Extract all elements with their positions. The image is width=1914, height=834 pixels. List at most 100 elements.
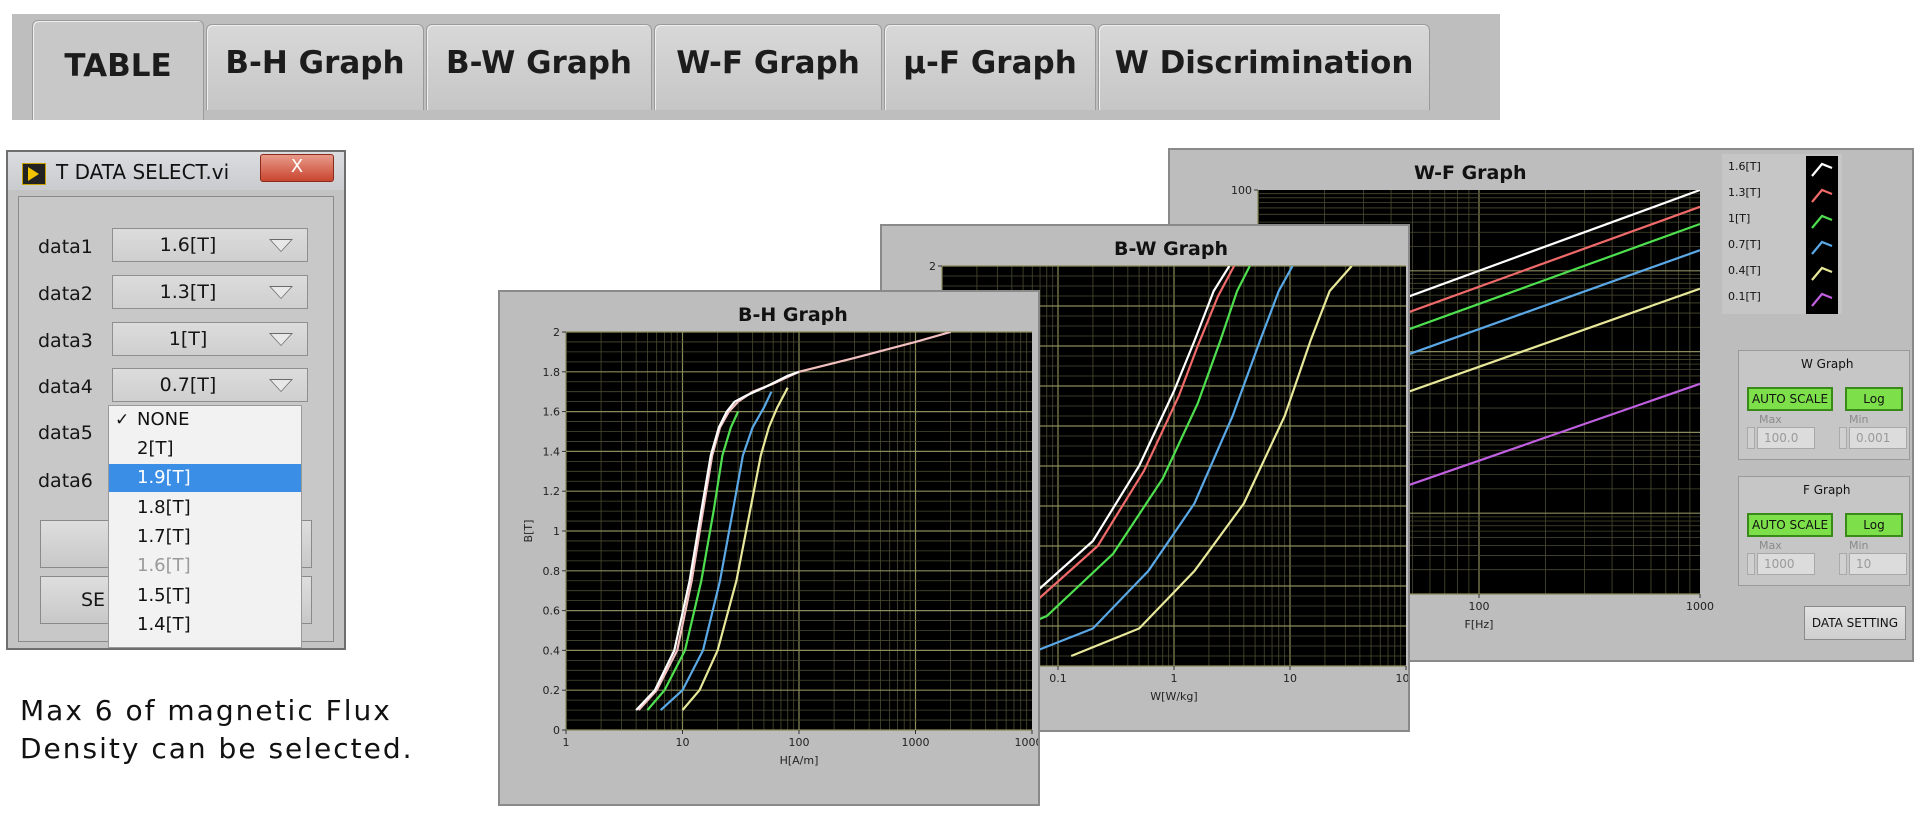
dropdown-option-disabled: 1.6[T]: [109, 552, 301, 580]
f-max-field[interactable]: 1000: [1757, 553, 1815, 575]
dialog-titlebar[interactable]: T DATA SELECT.vi X: [8, 152, 344, 190]
legend-label: 0.7[T]: [1728, 238, 1761, 251]
tab-label: μ-F Graph: [903, 44, 1077, 81]
x-axis-label: W[W/kg]: [1150, 690, 1197, 703]
dropdown-option[interactable]: 1.5[T]: [109, 582, 301, 610]
x-tick-label: 1000: [902, 736, 930, 749]
close-button[interactable]: X: [260, 154, 334, 182]
dropdown-option[interactable]: 1.4[T]: [109, 611, 301, 639]
tab-table[interactable]: TABLE: [32, 20, 204, 120]
legend-label: 1[T]: [1728, 212, 1751, 225]
min-spinner[interactable]: [1839, 553, 1847, 575]
w-max-field[interactable]: 100.0: [1757, 427, 1815, 449]
data3-select[interactable]: 1[T]: [112, 322, 308, 356]
dropdown-option-selected[interactable]: 1.9[T]: [109, 464, 301, 492]
series-line-2: [950, 266, 1251, 658]
x-axis-label: F[Hz]: [1465, 618, 1494, 631]
tab-bw-graph[interactable]: B-W Graph: [426, 24, 652, 110]
caption-line-1: Max 6 of magnetic Flux: [20, 694, 392, 727]
option-label: 1.9[T]: [137, 467, 191, 488]
w-log-button[interactable]: Log: [1845, 387, 1903, 411]
max-spinner[interactable]: [1747, 427, 1755, 449]
option-label: 1.5[T]: [137, 585, 191, 606]
option-label: 1.6[T]: [137, 555, 191, 576]
f-auto-scale-button[interactable]: AUTO SCALE: [1747, 513, 1833, 537]
x-tick-label: 10: [1283, 672, 1297, 685]
x-tick-label: 100: [1469, 600, 1490, 613]
chevron-down-icon: [269, 286, 293, 299]
y-tick-label: 1: [553, 525, 560, 538]
w-min-field[interactable]: 0.001: [1849, 427, 1907, 449]
x-tick-label: 10: [676, 736, 690, 749]
tab-label: W Discrimination: [1114, 44, 1414, 81]
button-label: SE: [81, 589, 106, 611]
legend-swatches: [1806, 156, 1838, 314]
legend-swatch-1.3[T]: [1811, 188, 1833, 203]
data3-label: data3: [38, 330, 93, 352]
data1-select[interactable]: 1.6[T]: [112, 228, 308, 262]
tab-wf-graph[interactable]: W-F Graph: [654, 24, 882, 110]
series-line-3: [659, 391, 773, 711]
tab-label: B-H Graph: [225, 44, 405, 81]
y-tick-label: 0.2: [543, 684, 561, 697]
legend-swatch-1.6[T]: [1811, 162, 1833, 177]
tab-w-discrimination[interactable]: W Discrimination: [1098, 24, 1430, 110]
data-setting-button[interactable]: DATA SETTING: [1804, 606, 1906, 640]
data4-select[interactable]: 0.7[T]: [112, 368, 308, 402]
max-label: Max: [1759, 539, 1782, 552]
option-label: 1.7[T]: [137, 526, 191, 547]
w-auto-scale-button[interactable]: AUTO SCALE: [1747, 387, 1833, 411]
f-log-button[interactable]: Log: [1845, 513, 1903, 537]
legend-label: 1.6[T]: [1728, 160, 1761, 173]
max-spinner[interactable]: [1747, 553, 1755, 575]
chevron-down-icon: [269, 333, 293, 346]
y-tick-label: 2: [929, 260, 936, 273]
series-line-4: [681, 387, 789, 711]
chevron-down-icon: [269, 239, 293, 252]
dialog-title: T DATA SELECT.vi: [56, 160, 230, 184]
y-tick-label: 0.6: [543, 605, 561, 618]
legend-swatch-0.7[T]: [1811, 240, 1833, 255]
legend-swatch-0.1[T]: [1811, 292, 1833, 307]
series-line-2: [646, 411, 740, 711]
dropdown-option[interactable]: 1.8[T]: [109, 494, 301, 522]
data2-select[interactable]: 1.3[T]: [112, 275, 308, 309]
vi-icon: [22, 163, 46, 185]
dropdown-option[interactable]: 1.7[T]: [109, 523, 301, 551]
option-label: 2[T]: [137, 438, 174, 459]
select-value: 0.7[T]: [159, 374, 217, 396]
x-tick-label: 0.1: [1049, 672, 1067, 685]
data4-label: data4: [38, 376, 93, 398]
min-spinner[interactable]: [1839, 427, 1847, 449]
x-tick-label: 100: [789, 736, 810, 749]
f-graph-panel: F Graph AUTO SCALE Log Max Min 1000 10: [1738, 476, 1910, 586]
min-label: Min: [1849, 539, 1869, 552]
dropdown-option-none[interactable]: ✓ NONE: [109, 406, 301, 434]
dropdown-option[interactable]: 2[T]: [109, 435, 301, 463]
wf-graph-title: W-F Graph: [1414, 162, 1527, 184]
tab-mu-f-graph[interactable]: μ-F Graph: [884, 24, 1096, 110]
caption-text: Max 6 of magnetic Flux Density can be se…: [20, 692, 460, 768]
f-min-field[interactable]: 10: [1849, 553, 1907, 575]
bw-graph-title: B-W Graph: [1114, 238, 1228, 260]
tab-strip: TABLE B-H Graph B-W Graph W-F Graph μ-F …: [12, 14, 1500, 120]
legend-label: 0.1[T]: [1728, 290, 1761, 303]
series-line-1: [635, 370, 800, 711]
data5-label: data5: [38, 422, 93, 444]
y-tick-label: 0: [553, 724, 560, 737]
y-tick-label: 0.8: [543, 565, 561, 578]
tab-label: B-W Graph: [446, 44, 632, 81]
chevron-down-icon: [269, 379, 293, 392]
option-label: 1.4[T]: [137, 614, 191, 635]
series-line-4: [1070, 266, 1353, 658]
legend-swatch-0.4[T]: [1811, 266, 1833, 281]
bh-graph-title: B-H Graph: [738, 304, 848, 326]
data5-dropdown-list: ✓ NONE 2[T] 1.9[T] 1.8[T] 1.7[T] 1.6[T] 1…: [108, 405, 302, 648]
x-tick-label: 1: [563, 736, 570, 749]
select-value: 1[T]: [168, 328, 208, 350]
series-line-0: [637, 332, 951, 711]
tab-bh-graph[interactable]: B-H Graph: [206, 24, 424, 110]
y-tick-label: 1.8: [543, 366, 561, 379]
